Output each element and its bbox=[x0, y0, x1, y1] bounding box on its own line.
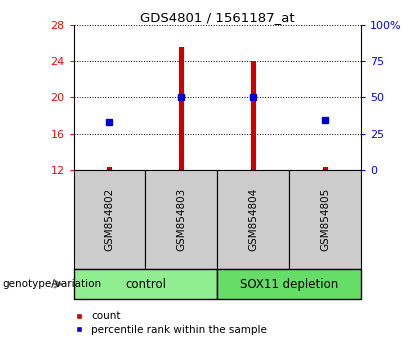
Text: GSM854805: GSM854805 bbox=[320, 188, 330, 251]
Bar bbox=[74, 170, 145, 269]
Bar bbox=[107, 167, 112, 170]
Title: GDS4801 / 1561187_at: GDS4801 / 1561187_at bbox=[140, 11, 295, 24]
Text: SOX11 depletion: SOX11 depletion bbox=[240, 278, 339, 291]
Bar bbox=[179, 47, 184, 170]
Bar bbox=[323, 167, 328, 170]
Bar bbox=[74, 269, 218, 299]
Text: genotype/variation: genotype/variation bbox=[2, 279, 101, 289]
Text: GSM854803: GSM854803 bbox=[176, 188, 186, 251]
Text: GSM854804: GSM854804 bbox=[248, 188, 258, 251]
Bar bbox=[289, 170, 361, 269]
Text: GSM854802: GSM854802 bbox=[105, 188, 115, 251]
Text: control: control bbox=[125, 278, 166, 291]
Legend: count, percentile rank within the sample: count, percentile rank within the sample bbox=[74, 312, 267, 335]
Bar bbox=[251, 61, 256, 170]
Bar bbox=[218, 170, 289, 269]
Bar bbox=[218, 269, 361, 299]
Bar bbox=[145, 170, 218, 269]
